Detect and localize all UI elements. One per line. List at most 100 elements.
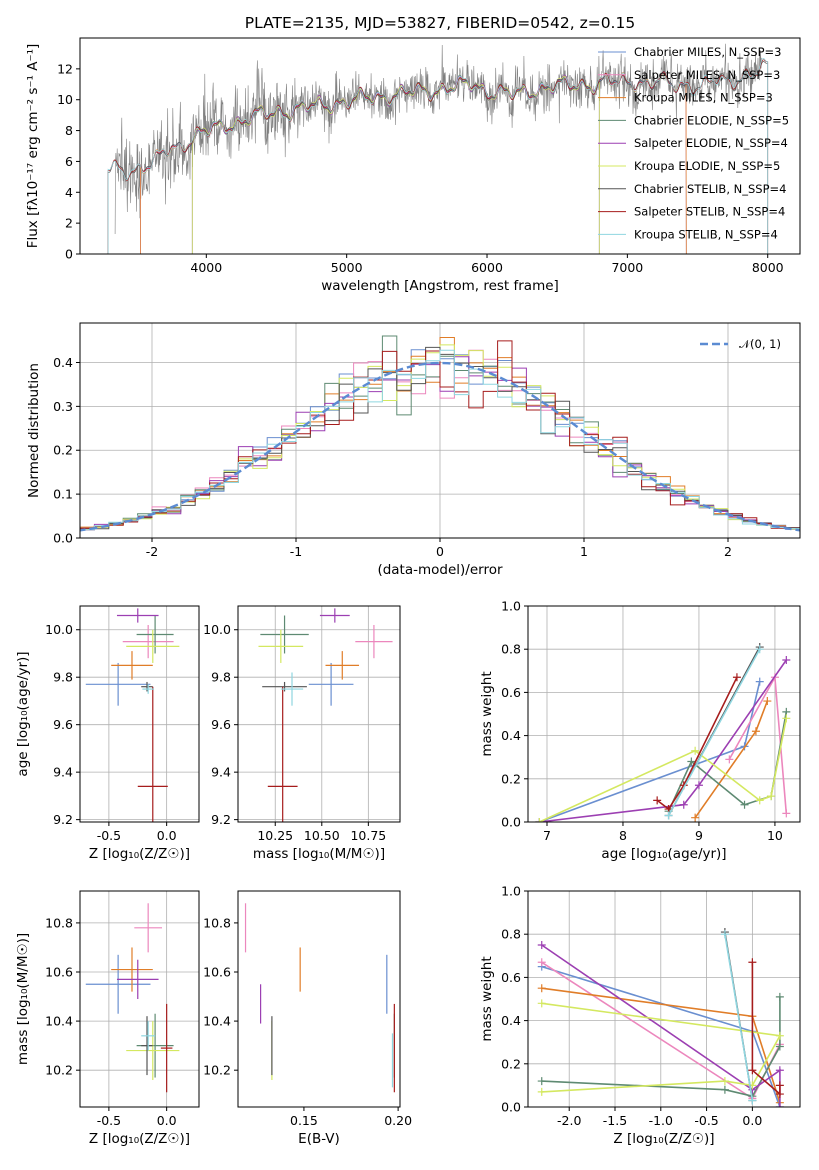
plot-area: [85, 903, 180, 1093]
model-spectrum: [140, 72, 687, 254]
x-tick-label: -1.0: [649, 1113, 673, 1128]
weight-marker: [767, 792, 776, 801]
x-tick-label: 8: [619, 828, 627, 843]
weight-marker: [775, 992, 784, 1001]
x-tick-label: 1: [580, 544, 588, 559]
figure-title: PLATE=2135, MJD=53827, FIBERID=0542, z=0…: [245, 14, 635, 32]
weight-line: [667, 648, 761, 816]
weight-marker: [775, 1031, 784, 1040]
x-tick-label: 7: [543, 828, 551, 843]
weight-marker: [720, 1085, 729, 1094]
y-tick-label: 0.4: [53, 355, 73, 370]
legend-label: 𝒩(0, 1): [739, 337, 781, 351]
spectrum-panel: 4000 5000 6000 7000 8000 0 2 4 6 8 10 12 wavelength …: [25, 37, 801, 294]
weight-line: [539, 681, 761, 822]
weight-marker: [748, 958, 757, 967]
weight-marker: [653, 796, 662, 805]
axes-frame: [237, 890, 401, 1108]
axes-frame: [79, 605, 200, 823]
weight-marker: [740, 800, 749, 809]
weight-marker: [775, 1081, 784, 1090]
y-tick-label: 0.0: [501, 1100, 521, 1115]
y-axis-label: mass weight: [479, 671, 495, 756]
y-tick-label: 10.8: [203, 915, 231, 930]
legend-label: Kroupa MILES, N_SSP=3: [634, 91, 773, 105]
plot-area: [535, 643, 791, 822]
model-spectrum: [140, 70, 687, 254]
y-tick-label: 10.6: [45, 965, 73, 980]
y-tick-label: 9.8: [53, 670, 73, 685]
x-axis-label: Z [log₁₀(Z/Z☉)]: [89, 1131, 190, 1147]
y-tick-label: 10.0: [203, 622, 231, 637]
weight-marker: [748, 1096, 757, 1105]
y-tick-label: 0.2: [53, 443, 73, 458]
model-spectrum: [140, 71, 687, 254]
weight-marker: [679, 800, 688, 809]
residual-histogram: [80, 340, 800, 532]
x-tick-label: -0.5: [97, 1113, 121, 1128]
weight-marker: [694, 781, 703, 790]
legend-label: Kroupa STELIB, N_SSP=4: [634, 227, 778, 241]
weight-marker: [755, 677, 764, 686]
plot-area: [80, 335, 800, 534]
weight-vs-metallicity-panel: -2.0 -1.5 -1.0 -0.5 0.0 0.0 0.2 0.4 0.6 0.8 1.0 Z […: [479, 884, 801, 1147]
residuals-panel: -2 -1 0 1 2 0.0 0.1 0.2 0.3 0.4 (data-model)/error…: [26, 322, 801, 578]
y-tick-label: 9.2: [53, 812, 73, 827]
y-tick-label: 4: [65, 185, 73, 200]
axes-frame: [237, 605, 401, 823]
weight-marker: [775, 1042, 784, 1051]
legend-label: Salpeter STELIB, N_SSP=4: [634, 205, 785, 219]
legend-label: Chabrier MILES, N_SSP=3: [634, 45, 781, 59]
model-spectrum: [107, 58, 769, 254]
weight-marker: [537, 958, 546, 967]
plot-area: [85, 608, 180, 822]
y-tick-label: 9.2: [211, 812, 231, 827]
axes-frame: [527, 890, 801, 1108]
y-axis-label: age [log₁₀(age/yr)]: [15, 651, 31, 776]
weight-marker: [691, 746, 700, 755]
weight-marker: [535, 818, 544, 822]
mass-vs-metallicity-panel: -0.5 0.0 10.2 10.4 10.6 10.8 Z [log₁₀(Z/Z☉)] ma…: [15, 890, 200, 1147]
y-tick-label: 0.1: [53, 487, 73, 502]
legend-label: Chabrier ELODIE, N_SSP=5: [634, 113, 789, 127]
x-tick-label: -2.0: [557, 1113, 581, 1128]
axes-frame: [79, 322, 801, 539]
y-tick-label: 0.3: [53, 399, 73, 414]
y-tick-label: 9.6: [211, 717, 231, 732]
x-axis-label: (data-model)/error: [377, 562, 503, 578]
y-tick-label: 0.8: [501, 927, 521, 942]
plot-area: [258, 608, 393, 822]
weight-marker: [537, 999, 546, 1008]
y-tick-label: 12: [57, 61, 73, 76]
y-tick-label: 2: [65, 216, 73, 231]
x-tick-label: 9: [695, 828, 703, 843]
weight-line: [751, 962, 781, 1096]
weight-marker: [720, 1077, 729, 1086]
weight-marker: [732, 673, 741, 682]
x-tick-label: -0.5: [97, 828, 121, 843]
axes-frame: [79, 37, 801, 255]
y-tick-label: 9.8: [211, 670, 231, 685]
x-tick-label: 10.75: [350, 828, 386, 843]
weight-marker: [725, 755, 734, 764]
y-tick-label: 0.6: [501, 970, 521, 985]
y-tick-label: 10.8: [45, 915, 73, 930]
y-tick-label: 9.4: [211, 765, 231, 780]
weight-vs-age-panel: 7 8 9 10 0.0 0.2 0.4 0.6 0.8 1.0 age [log₁₀(age/yr…: [479, 599, 801, 862]
weight-marker: [782, 809, 791, 818]
y-tick-label: 0.2: [501, 1056, 521, 1071]
y-tick-label: 10.6: [203, 965, 231, 980]
plot-area: [244, 903, 395, 1093]
y-tick-label: 0.6: [501, 685, 521, 700]
y-tick-label: 10.4: [203, 1014, 231, 1029]
plot-area: [537, 928, 784, 1107]
weight-line: [728, 674, 788, 814]
weight-marker: [537, 1087, 546, 1096]
weight-marker: [687, 757, 696, 766]
weight-marker: [748, 1066, 757, 1075]
weight-line: [724, 934, 754, 1101]
age-vs-metallicity-panel: -0.5 0.0 9.2 9.4 9.6 9.8 10.0 Z [log₁₀(Z/Z☉)] ag…: [15, 605, 200, 862]
legend-label: Salpeter ELODIE, N_SSP=4: [634, 136, 788, 150]
x-tick-label: 10.50: [304, 828, 340, 843]
